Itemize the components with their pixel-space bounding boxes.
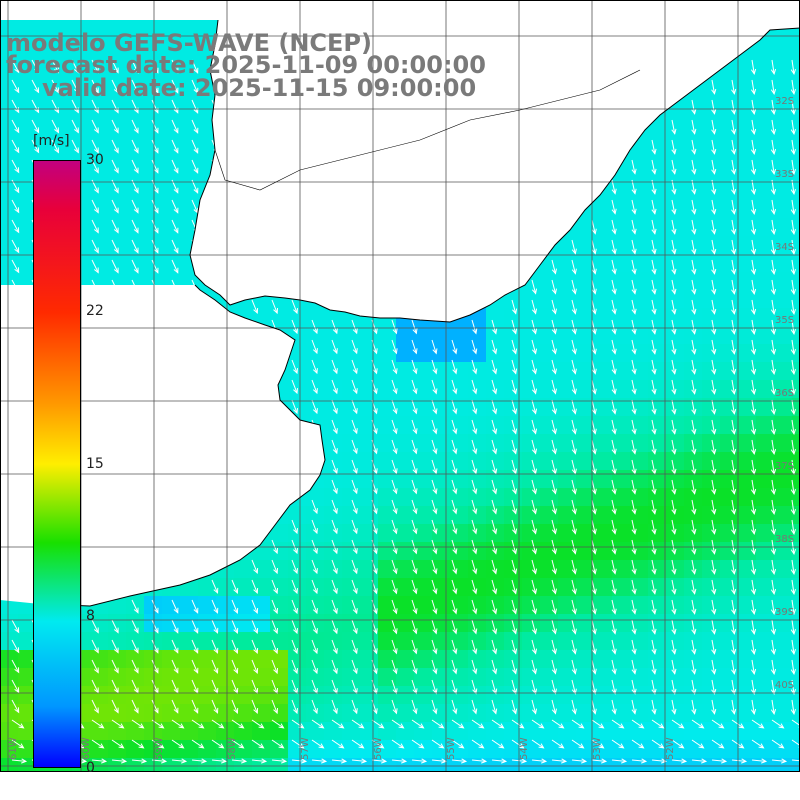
lat-label: 37S xyxy=(775,461,794,472)
lon-label: 53W xyxy=(592,737,603,760)
lat-label: 36S xyxy=(775,388,794,399)
lon-label: 55W xyxy=(446,737,457,760)
lat-label: 39S xyxy=(775,607,794,618)
lon-label: 60W xyxy=(81,737,92,760)
colorbar xyxy=(33,160,81,768)
colorbar-tick-15: 15 xyxy=(86,456,104,472)
lon-label: 61W xyxy=(8,737,19,760)
lat-label: 32S xyxy=(775,96,794,107)
colorbar-tick-30: 30 xyxy=(86,152,104,168)
lat-label: 33S xyxy=(775,169,794,180)
valid-date: valid date: 2025-11-15 09:00:00 xyxy=(42,74,477,102)
lat-label: 34S xyxy=(775,242,794,253)
lon-label: 52W xyxy=(665,737,676,760)
colorbar-tick-0: 0 xyxy=(86,760,95,776)
forecast-date: forecast date: 2025-11-09 00:00:00 xyxy=(6,51,486,79)
lon-label: 56W xyxy=(373,737,384,760)
colorbar-tick-22: 22 xyxy=(86,303,104,319)
model-title: modelo GEFS-WAVE (NCEP) xyxy=(6,29,372,57)
lon-label: 57W xyxy=(300,737,311,760)
lat-label: 40S xyxy=(775,680,794,691)
lon-label: 59W xyxy=(154,737,165,760)
colorbar-tick-8: 8 xyxy=(86,608,95,624)
coastline xyxy=(39,19,800,607)
lat-lon-grid xyxy=(0,0,800,772)
colorbar-unit: [m/s] xyxy=(33,133,70,149)
grid-labels: 32S 33S 34S 35S 36S 37S 38S 39S 40S 61W 60W 59W 58W 5… xyxy=(8,96,794,760)
lon-label: 58W xyxy=(227,737,238,760)
lat-label: 38S xyxy=(775,534,794,545)
lon-label: 54W xyxy=(519,737,530,760)
lat-label: 35S xyxy=(775,315,794,326)
